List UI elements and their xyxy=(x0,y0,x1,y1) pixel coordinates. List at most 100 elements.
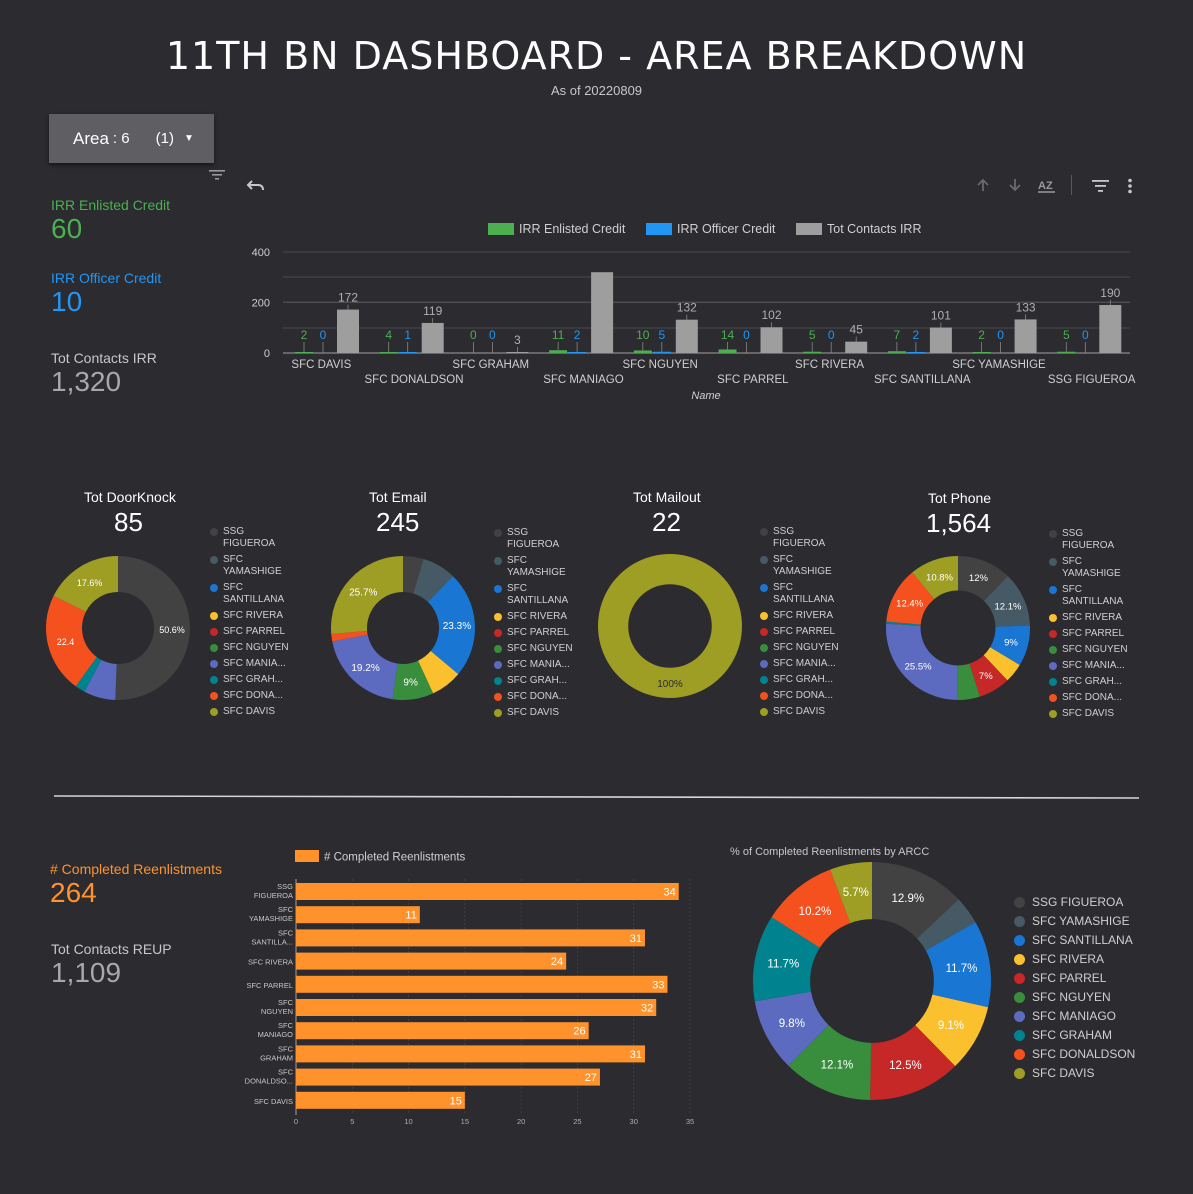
y-tick-label: SFC RIVERA xyxy=(248,958,293,967)
legend-item: SFC GRAH... xyxy=(1049,676,1134,688)
legend-text: SFC DONA... xyxy=(1062,692,1123,703)
legend-text: SFC GRAH... xyxy=(1062,676,1123,687)
data-label: 0 xyxy=(1082,328,1089,342)
sort-az-icon[interactable]: AZ xyxy=(1037,176,1057,194)
sort-ascending-icon[interactable] xyxy=(975,177,991,193)
slice-label: 10.8% xyxy=(926,572,953,583)
legend-text: SFC PARREL xyxy=(507,627,570,638)
legend-text: SFC PARREL xyxy=(1032,971,1107,985)
data-label: 31 xyxy=(630,933,642,945)
legend-item: SFC DONA... xyxy=(760,690,845,702)
legend-item: SFC GRAH... xyxy=(494,675,579,687)
legend-dot xyxy=(1014,1011,1025,1022)
sort-descending-icon[interactable] xyxy=(1007,177,1023,193)
data-label: 102 xyxy=(761,308,781,322)
legend-text: SFC RIVERA xyxy=(1062,612,1123,623)
legend-item: SFC SANTILLANA xyxy=(1049,584,1134,608)
doorknock-total: 85 xyxy=(114,507,143,537)
legend-item: SSG FIGUEROA xyxy=(1049,528,1134,552)
legend-item: SFC SANTILLANA xyxy=(210,582,295,606)
donut-slice xyxy=(753,917,820,1002)
legend-text: SFC YAMASHIGE xyxy=(507,555,566,578)
data-label: 24 xyxy=(551,956,563,968)
legend-item: SFC MANIA... xyxy=(1049,660,1134,672)
legend-item: SFC DAVIS xyxy=(760,706,845,718)
filter-icon[interactable] xyxy=(208,168,226,182)
mailout-donut: 100% xyxy=(597,554,742,698)
donut-slice xyxy=(75,657,102,692)
phone-legend: SSG FIGUEROA SFC YAMASHIGE SFC SANTILLANA S… xyxy=(1049,528,1134,724)
legend-dot xyxy=(494,629,502,637)
donut-slice xyxy=(771,869,851,948)
legend-text: SFC NGUYEN xyxy=(773,642,839,653)
page-subtitle: As of 20220809 xyxy=(550,83,643,98)
legend-dot xyxy=(210,708,218,716)
x-tick-label: SFC DONALDSON xyxy=(365,374,464,386)
legend-dot xyxy=(494,661,502,669)
donut-slice xyxy=(331,631,368,642)
legend-text: SFC SANTILLANA xyxy=(223,582,285,605)
bar xyxy=(972,352,991,353)
legend-text: SFC GRAHAM xyxy=(1032,1028,1113,1042)
tot-contacts-irr-value: 1,320 xyxy=(51,366,122,397)
bar xyxy=(1014,319,1037,353)
legend-item: SFC RIVERA xyxy=(760,610,845,622)
tot-contacts-reup-label: Tot Contacts REUP xyxy=(51,941,172,957)
legend-dot xyxy=(760,708,768,716)
bar xyxy=(803,351,822,353)
bar xyxy=(296,1068,600,1086)
email-title: Tot Email xyxy=(369,489,427,505)
legend-dot xyxy=(1049,710,1057,718)
legend-dot xyxy=(1014,1049,1025,1060)
x-tick-label: 10 xyxy=(404,1117,412,1126)
area-filter-dropdown[interactable]: Area : 6 (1) ▼ xyxy=(49,114,214,163)
x-tick-label: SSG FIGUEROA xyxy=(1048,374,1136,386)
legend-item: SFC DONA... xyxy=(1049,692,1134,704)
data-label: 2 xyxy=(574,328,581,342)
legend-text: SFC RIVERA xyxy=(507,611,568,622)
donut-slice xyxy=(403,556,424,594)
slice-label: 12% xyxy=(969,573,989,584)
legend-dot xyxy=(494,645,502,653)
bar xyxy=(633,350,652,353)
y-tick-label: SFC DAVIS xyxy=(254,1097,293,1106)
undo-icon[interactable] xyxy=(246,177,266,193)
data-label: 4 xyxy=(385,328,392,342)
legend-item: SSG FIGUEROA xyxy=(760,526,845,550)
reenlistment-legend: SSG FIGUEROA SFC YAMASHIGE SFC SANTILLANA S… xyxy=(1014,895,1192,1085)
email-legend: SSG FIGUEROA SFC YAMASHIGE SFC SANTILLANA S… xyxy=(494,527,579,723)
filter-icon[interactable] xyxy=(1091,179,1111,193)
phone-total: 1,564 xyxy=(926,508,992,538)
legend-item: SFC DAVIS xyxy=(210,706,295,718)
slice-label: 9.8% xyxy=(779,1018,805,1030)
slice-label: 9% xyxy=(1004,638,1018,649)
more-options-icon[interactable] xyxy=(1125,178,1135,194)
data-label: 132 xyxy=(677,301,697,315)
legend-item: SSG FIGUEROA xyxy=(494,527,579,551)
legend-item: SFC NGUYEN xyxy=(210,642,295,654)
x-tick-label: SFC PARREL xyxy=(717,374,789,386)
doorknock-donut: 50.6% 22.4 17.6% xyxy=(45,556,190,700)
donut-slice xyxy=(830,862,872,924)
legend-dot xyxy=(1049,530,1057,538)
completed-reenlistments-label: # Completed Reenlistments xyxy=(50,861,222,877)
x-tick-label: 20 xyxy=(517,1117,525,1126)
legend-item: SFC GRAHAM xyxy=(1014,1028,1192,1043)
data-label: 33 xyxy=(652,979,664,991)
slice-label: 22.4 xyxy=(57,637,75,647)
data-label: 11 xyxy=(552,328,565,342)
y-tick-label: SFC xyxy=(278,1068,294,1077)
x-tick-label: 15 xyxy=(461,1117,469,1126)
legend-text: SFC NGUYEN xyxy=(1032,990,1111,1004)
legend-text: SFC DAVIS xyxy=(1062,708,1115,719)
area-filter-label: Area xyxy=(73,128,109,148)
y-tick-label: SFC xyxy=(278,1021,294,1030)
data-label: 5 xyxy=(1063,328,1070,342)
legend-text: SFC RIVERA xyxy=(223,610,284,621)
x-tick-label: 5 xyxy=(350,1117,354,1126)
legend-text: SSG FIGUEROA xyxy=(507,527,560,550)
slice-label: 9% xyxy=(403,677,418,688)
legend-item: SFC NGUYEN xyxy=(760,642,845,654)
legend-item: SFC DONA... xyxy=(494,691,579,703)
data-label: 190 xyxy=(1100,286,1120,300)
